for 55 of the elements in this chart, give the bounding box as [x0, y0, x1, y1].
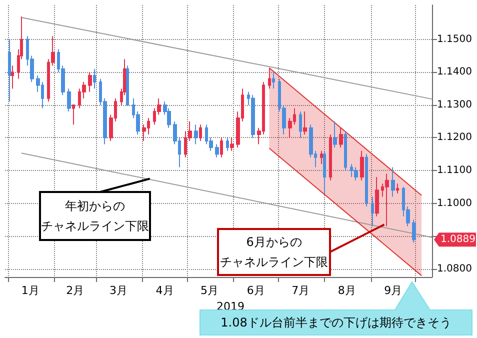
- candlestick: [226, 137, 229, 152]
- candlestick: [412, 219, 416, 244]
- candlestick: [194, 124, 198, 145]
- candlestick: [199, 124, 202, 142]
- candlestick: [371, 196, 374, 227]
- y-tick-label: 1.1500: [437, 34, 472, 45]
- candlestick: [360, 150, 364, 181]
- x-tick-label: 7月: [292, 284, 310, 297]
- annotation: チャネルライン下限: [220, 255, 328, 269]
- candlestick: [220, 137, 223, 158]
- y-tick-label: 1.1100: [437, 164, 472, 176]
- candlestick: [299, 111, 302, 138]
- candlestick: [268, 68, 271, 90]
- x-tick-label: 9月: [384, 284, 402, 297]
- candlestick: [303, 111, 307, 135]
- x-tick-label: 8月: [338, 284, 356, 297]
- candlestick: [396, 183, 399, 194]
- annotation: 年初からの: [65, 199, 125, 213]
- candlestick: [320, 150, 323, 164]
- candlestick: [272, 72, 275, 90]
- candlestick: [215, 144, 219, 158]
- y-tick-label: 1.0800: [437, 263, 472, 274]
- candlestick: [391, 166, 395, 198]
- candlestick: [230, 137, 234, 152]
- x-tick-label: 2月: [66, 284, 84, 297]
- y-tick-label: 1.1400: [437, 66, 472, 78]
- candlestick: [11, 65, 14, 90]
- y-tick-label: 1.1300: [437, 99, 472, 110]
- candlestick: [88, 72, 92, 92]
- candlestick: [354, 166, 358, 181]
- candlestick: [329, 134, 332, 181]
- x-tick-label: 4月: [156, 284, 174, 297]
- candlestick: [365, 154, 368, 208]
- candlestick: [323, 150, 326, 194]
- candlestick: [8, 38, 11, 102]
- candlestick: [339, 127, 343, 148]
- x-tick-label: 6月: [246, 284, 265, 297]
- candlestick: [344, 130, 347, 171]
- annotation: 1.0889: [440, 234, 476, 246]
- candlestick: [72, 104, 75, 126]
- x-tick-label: 5月: [200, 284, 219, 297]
- annotation: チャネルライン下限: [41, 219, 149, 233]
- candlestick: [93, 68, 96, 90]
- candlestick: [375, 176, 379, 217]
- candlestick: [251, 94, 255, 138]
- candlestick: [126, 65, 129, 106]
- y-tick-label: 1.1000: [437, 198, 472, 209]
- candlestick: [333, 120, 337, 148]
- candlestick: [67, 88, 71, 112]
- candlestick: [385, 173, 389, 227]
- annotation: 6月からの: [246, 235, 302, 249]
- x-tick-label: 3月: [109, 284, 128, 297]
- text: 1.08ドル台前半までの下げは期待できそう: [220, 316, 452, 330]
- y-tick-label: 1.1200: [437, 132, 472, 144]
- x-tick-label: 1月: [21, 284, 40, 297]
